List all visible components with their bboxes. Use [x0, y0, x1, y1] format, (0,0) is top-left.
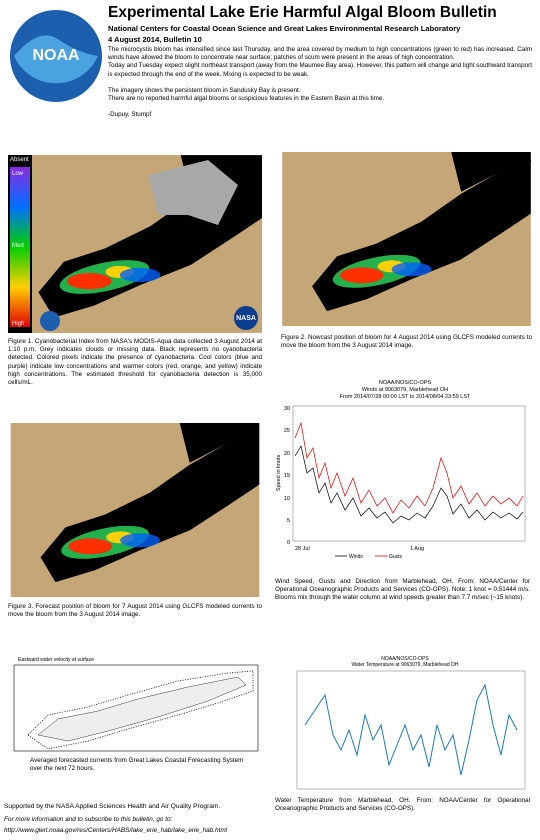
figure3-map: [10, 423, 260, 597]
y-tick-label: 0: [287, 540, 290, 546]
lake-image: [10, 423, 260, 597]
figure2-map: [282, 152, 531, 326]
footer-support: Supported by the NASA Applied Sciences H…: [4, 803, 221, 810]
date: 4 August 2014, Bulletin 10: [108, 35, 202, 44]
noaa-badge: [40, 311, 60, 331]
y-tick-label: 25: [284, 428, 290, 434]
paragraph: There are no reported harmful algal bloo…: [108, 95, 385, 103]
wind-caption: Wind Speed, Gusts and Direction from Mar…: [275, 578, 530, 602]
subtitle: National Centers for Coastal Ocean Scien…: [108, 24, 461, 33]
paragraph: The microcystis bloom has intensified si…: [108, 46, 532, 62]
velocity-field: [37, 676, 247, 742]
temp-line: [304, 683, 518, 776]
x-tick-label: 1 Aug: [410, 546, 424, 552]
noaa-logo: NOAA: [10, 10, 102, 102]
chart-title: Winds at 9063079, Marblehead OH: [362, 387, 448, 393]
chart-title: Water Temperature at 9063079, Marblehead…: [351, 662, 458, 668]
y-tick-label: 20: [284, 451, 290, 457]
currents-map: Eastward water velocity at surface: [13, 657, 259, 752]
nasa-text: NASA: [236, 315, 256, 322]
logo-text: NOAA: [32, 47, 80, 64]
body: The microcystis bloom has intensified si…: [108, 46, 532, 119]
watertemp-chart: NOAA/NOS/CO-OPS Water Temperature at 906…: [296, 656, 526, 790]
nasa-badge: [234, 306, 258, 330]
y-tick-label: 5: [287, 518, 290, 524]
logo-wave: [14, 35, 98, 84]
chart-title: From 2014/07/28 00:00 LST to 2014/08/04 …: [340, 394, 471, 400]
figure2-caption: Figure 2. Nowcast position of bloom for …: [281, 334, 532, 350]
currents-caption: Averaged forecasted currents from Great …: [30, 757, 244, 773]
footer-info: For more information and to subscribe to…: [4, 816, 173, 823]
legend-bar: [10, 167, 30, 327]
legend-label: Absent: [10, 157, 29, 163]
watertemp-caption: Water Temperature from Marblehead, OH. F…: [275, 797, 530, 813]
map-title: Eastward water velocity at surface: [18, 657, 94, 663]
y-ticks: 30 25 20 15 10 5 0: [284, 406, 290, 546]
wind-chart: NOAA/NOS/CO-OPS Winds at 9063079, Marble…: [276, 380, 526, 560]
gust-line: [294, 421, 524, 514]
footer-url[interactable]: http://www.glerl.noaa.gov/res/Centers/HA…: [4, 827, 228, 834]
chart-title: NOAA/NOS/CO-OPS: [381, 656, 429, 662]
wind-line: [294, 445, 524, 524]
chart-title: NOAA/NOS/CO-OPS: [379, 380, 432, 386]
y-tick-label: 15: [284, 473, 290, 479]
plot-frame: [296, 670, 526, 790]
paragraph: The imagery shows the persistent bloom i…: [108, 86, 301, 94]
signature: -Dupuy, Stumpf: [108, 111, 152, 119]
y-tick-label: 30: [284, 406, 290, 412]
figure1-map: Absent Low Med High NASA: [8, 155, 262, 333]
lake-image: [282, 152, 531, 326]
legend-label: High: [12, 321, 24, 327]
legend-label: Gusts: [389, 554, 403, 560]
paragraph: Today and Tuesday expect slight northeas…: [108, 62, 532, 78]
figure3-caption: Figure 3. Forecast position of bloom for…: [8, 603, 262, 619]
legend-label: Med: [12, 243, 24, 249]
clouds: [148, 160, 238, 225]
legend-label: Winds: [349, 554, 363, 560]
title: Experimental Lake Erie Harmful Algal Blo…: [108, 4, 497, 21]
y-label: Speed in knots: [276, 455, 282, 492]
figure1-caption: Figure 1. Cyanobacterial Index from NASA…: [8, 338, 262, 387]
y-tick-label: 10: [284, 496, 290, 502]
legend-label: Low: [12, 171, 24, 177]
x-tick-label: 28 Jul: [295, 546, 310, 552]
